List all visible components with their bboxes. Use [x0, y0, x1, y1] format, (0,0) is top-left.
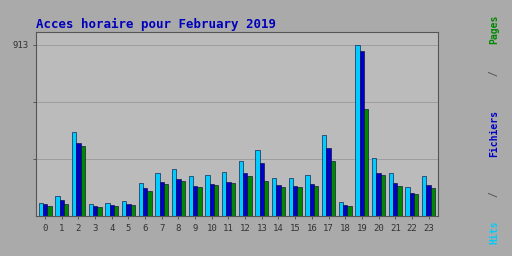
Bar: [197, 187, 202, 216]
Bar: [93, 206, 97, 216]
Bar: [80, 146, 85, 216]
Bar: [131, 205, 135, 216]
Text: Pages: Pages: [489, 14, 499, 44]
Bar: [160, 182, 164, 216]
Bar: [360, 51, 364, 216]
Bar: [393, 183, 397, 216]
Bar: [155, 173, 160, 216]
Bar: [431, 188, 435, 216]
Bar: [260, 163, 264, 216]
Bar: [376, 173, 381, 216]
Bar: [255, 150, 260, 216]
Bar: [139, 183, 143, 216]
Bar: [226, 182, 230, 216]
Bar: [414, 194, 418, 216]
Bar: [126, 204, 131, 216]
Bar: [55, 196, 59, 216]
Bar: [214, 185, 218, 216]
Bar: [43, 205, 47, 216]
Bar: [331, 161, 335, 216]
Bar: [114, 206, 118, 216]
Bar: [247, 176, 251, 216]
Bar: [110, 205, 114, 216]
Bar: [264, 181, 268, 216]
Bar: [326, 148, 331, 216]
Text: /: /: [489, 185, 499, 203]
Bar: [97, 207, 101, 216]
Bar: [289, 178, 293, 216]
Bar: [397, 186, 402, 216]
Bar: [188, 176, 193, 216]
Bar: [105, 203, 110, 216]
Bar: [372, 158, 376, 216]
Bar: [381, 175, 385, 216]
Bar: [76, 143, 80, 216]
Bar: [222, 172, 226, 216]
Bar: [339, 202, 343, 216]
Bar: [72, 132, 76, 216]
Bar: [276, 185, 281, 216]
Bar: [64, 204, 68, 216]
Bar: [293, 186, 297, 216]
Bar: [389, 173, 393, 216]
Bar: [230, 183, 235, 216]
Bar: [314, 186, 318, 216]
Bar: [305, 175, 310, 216]
Bar: [272, 178, 276, 216]
Bar: [181, 181, 185, 216]
Bar: [143, 188, 147, 216]
Bar: [426, 185, 431, 216]
Text: /: /: [489, 64, 499, 82]
Text: Fichiers: Fichiers: [489, 110, 499, 157]
Bar: [422, 176, 426, 216]
Bar: [59, 200, 64, 216]
Bar: [239, 161, 243, 216]
Bar: [343, 205, 347, 216]
Bar: [205, 175, 209, 216]
Bar: [38, 203, 43, 216]
Bar: [297, 187, 302, 216]
Bar: [193, 186, 197, 216]
Bar: [243, 173, 247, 216]
Bar: [281, 187, 285, 216]
Bar: [355, 45, 360, 216]
Bar: [147, 191, 152, 216]
Bar: [89, 204, 93, 216]
Bar: [406, 187, 410, 216]
Bar: [364, 109, 368, 216]
Bar: [310, 184, 314, 216]
Text: Acces horaire pour February 2019: Acces horaire pour February 2019: [36, 18, 276, 31]
Bar: [322, 135, 326, 216]
Bar: [209, 184, 214, 216]
Bar: [47, 206, 52, 216]
Bar: [164, 184, 168, 216]
Bar: [176, 179, 181, 216]
Text: Hits: Hits: [489, 221, 499, 244]
Bar: [172, 169, 176, 216]
Bar: [347, 206, 352, 216]
Bar: [410, 193, 414, 216]
Bar: [122, 201, 126, 216]
